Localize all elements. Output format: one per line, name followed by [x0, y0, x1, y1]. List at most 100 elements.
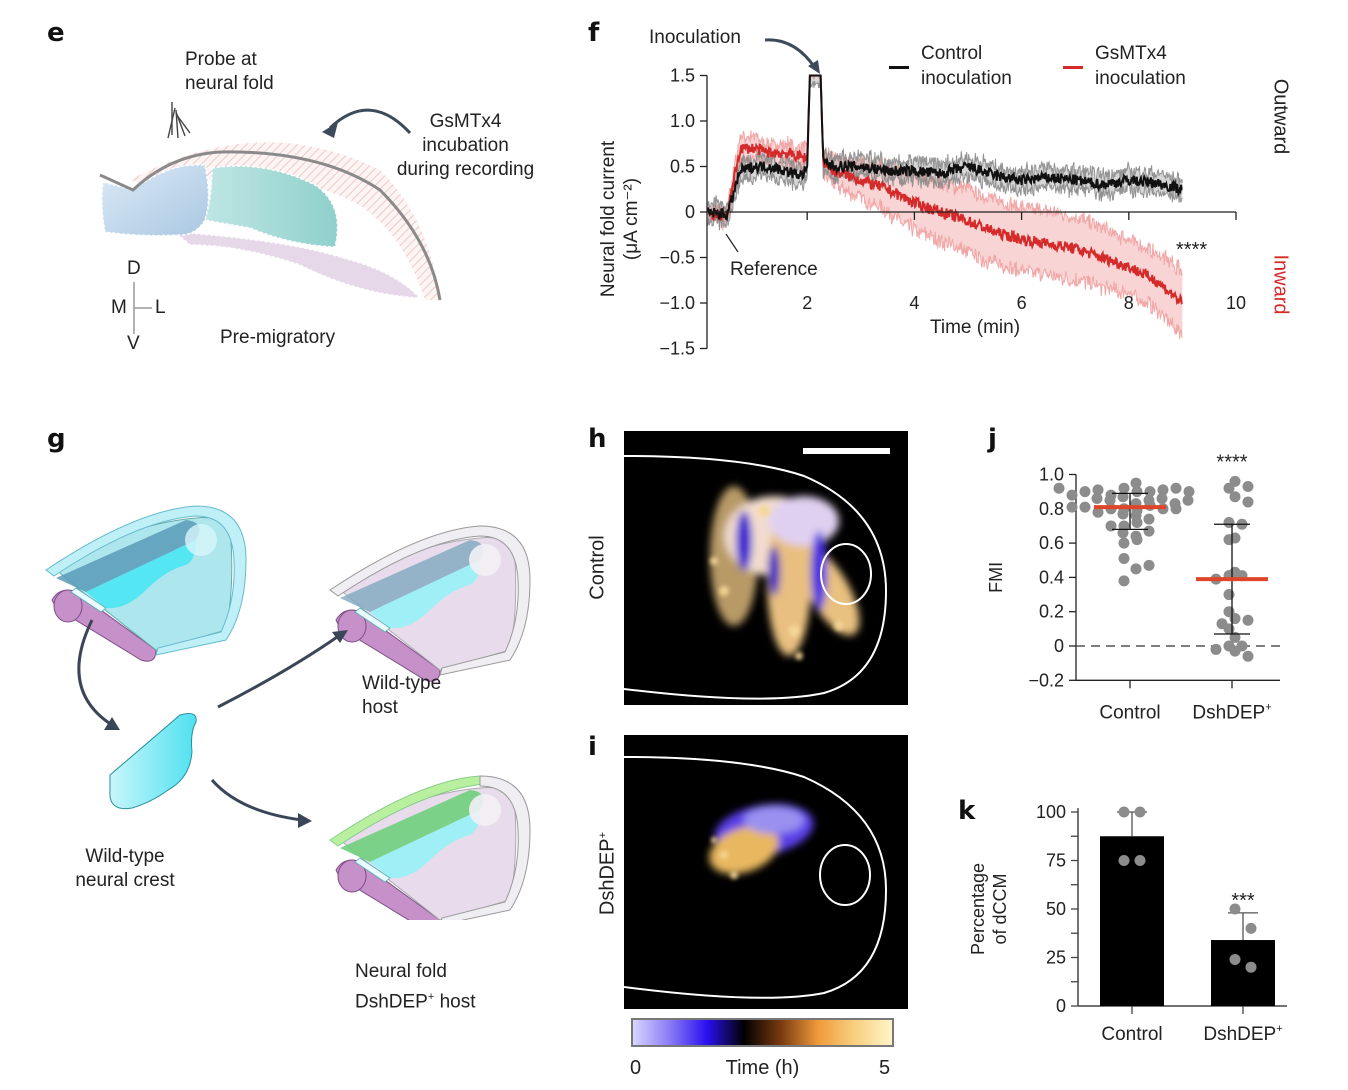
neural-crest-explant [109, 713, 197, 810]
j-data-point [1105, 520, 1117, 532]
k-y-tick-label: 0 [1056, 996, 1066, 1016]
j-data-point [1143, 513, 1155, 525]
transplant-schematic [45, 505, 531, 920]
j-category-label: DshDEP+ [1192, 701, 1271, 723]
f-series-line-gsmtx4 [707, 74, 1183, 306]
dshdep-image-content [624, 756, 888, 999]
j-data-point [1079, 486, 1091, 498]
inoculation-annotation: Inoculation [649, 27, 741, 48]
f-ylabel-line1: Neural fold current [598, 140, 619, 298]
f-y-tick-label: 1.0 [670, 111, 695, 131]
donor-label: Wild-type neural crest [75, 846, 175, 891]
f-ylabel-line2: (μA cm⁻²) [621, 177, 642, 261]
current-time-chart: 1.5 1.0 0.5 0 −0.5 −1.0 −1.5 2 4 6 8 10 [659, 66, 1246, 359]
k-ylabel-line2: of dCCM [990, 873, 1010, 944]
f-y-tick-label: 0.5 [670, 157, 695, 177]
panel-label-i: i [588, 732, 597, 762]
j-data-point [1170, 503, 1182, 515]
j-data-point [1104, 494, 1116, 506]
j-data-point [1223, 482, 1235, 494]
colorbar-title: Time (h) [725, 1057, 800, 1079]
scale-bar [803, 448, 890, 454]
k-bar [1100, 836, 1164, 1006]
host-embryo-wild-type [329, 525, 531, 682]
incubation-label: GsMTx4 incubation during recording [396, 111, 535, 180]
k-data-point [1229, 903, 1241, 915]
k-data-point [1134, 855, 1146, 866]
k-y-tick-label: 75 [1046, 851, 1066, 871]
embryo-outline [624, 756, 888, 999]
axis-ventral-label: V [127, 333, 140, 354]
embryo-outline [624, 455, 888, 700]
k-data-point [1245, 922, 1257, 934]
inoculation-arrow-icon [764, 38, 820, 74]
host-embryo-dshdep [329, 775, 531, 920]
k-bar [1211, 940, 1275, 1006]
legend-label-gsmtx4-1: GsMTx4 [1095, 43, 1167, 64]
superscript-plus: + [1265, 701, 1271, 713]
neural-fold-schematic [99, 102, 442, 334]
outward-label: Outward [1269, 78, 1292, 155]
j-data-point [1229, 613, 1241, 625]
panel-label-k: k [958, 796, 976, 826]
superscript-plus: + [1276, 1023, 1282, 1035]
j-data-point [1242, 481, 1254, 493]
j-data-point [1079, 501, 1091, 513]
panel-label-h: h [588, 424, 607, 454]
eye-outline [820, 543, 872, 605]
k-category-label: DshDEP+ [1203, 1023, 1282, 1045]
f-y-tick-label: −0.5 [659, 248, 695, 268]
control-image-content [624, 448, 890, 700]
j-data-point [1229, 631, 1241, 643]
panel-label-e: e [47, 18, 65, 48]
j-data-point [1117, 508, 1129, 520]
control-row-label: Control [586, 535, 609, 600]
j-data-point [1242, 496, 1254, 508]
k-data-point [1118, 806, 1130, 818]
j-data-point [1131, 534, 1143, 546]
j-data-point [1242, 650, 1254, 662]
dshdep-timelapse-image [624, 735, 908, 1009]
legend-swatch-gsmtx4 [1063, 66, 1083, 69]
j-data-point [1092, 484, 1104, 496]
j-data-point [1131, 486, 1143, 498]
k-ylabel-line1: Percentage [968, 863, 988, 955]
j-y-tick-label: 0 [1054, 636, 1064, 656]
donor-embryo [45, 505, 247, 662]
f-sem-band-gsmtx4 [708, 75, 1183, 340]
host-dshdep-name: DshDEP [355, 991, 428, 1013]
host-wild-type-label: Wild-type host [362, 673, 442, 718]
control-timelapse-image [624, 431, 908, 705]
k-data-point [1229, 953, 1241, 965]
f-y-tick-label: −1.0 [659, 293, 695, 313]
neural-crest-region [204, 165, 339, 248]
f-y-tick-label: 0 [685, 202, 695, 222]
j-data-point [1143, 559, 1155, 571]
j-data-point [1242, 614, 1254, 626]
j-significance-stars: **** [1216, 452, 1247, 474]
j-data-point [1223, 517, 1235, 529]
f-series-line-control [707, 74, 1183, 221]
dshdep-row-label-text: DshDEP [596, 838, 619, 916]
j-y-tick-label: 0.2 [1039, 602, 1064, 622]
j-data-point [1183, 486, 1195, 498]
j-data-point [1118, 482, 1130, 494]
eye-outline [819, 844, 871, 906]
j-data-point [1066, 501, 1078, 513]
j-data-point [1130, 477, 1142, 489]
neural-plate-region [101, 163, 210, 237]
j-data-point [1157, 484, 1169, 496]
legend-swatch-control [889, 66, 909, 69]
k-data-point [1118, 855, 1130, 866]
legend-label-control-2: inoculation [921, 68, 1012, 89]
colorbar-min-label: 0 [630, 1057, 642, 1079]
j-data-point [1053, 482, 1065, 494]
j-data-point [1118, 537, 1130, 549]
f-x-tick-label: 4 [909, 293, 919, 313]
significance-stars-f: **** [1176, 239, 1208, 261]
f-ylabel: Neural fold current (μA cm⁻²) [597, 119, 643, 319]
j-data-point [1092, 506, 1104, 518]
orientation-compass-icon [133, 282, 152, 334]
host-dshdep-label-line2: DshDEP+ host [355, 985, 476, 1014]
reference-annotation: Reference [730, 259, 818, 280]
